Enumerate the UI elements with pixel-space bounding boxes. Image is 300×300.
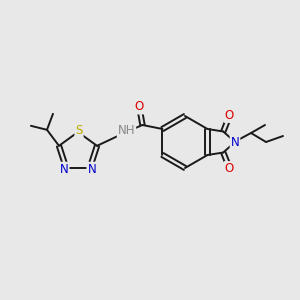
Text: O: O bbox=[225, 162, 234, 175]
Text: S: S bbox=[75, 124, 83, 137]
Text: NH: NH bbox=[118, 124, 135, 137]
Text: N: N bbox=[60, 163, 69, 176]
Text: O: O bbox=[135, 100, 144, 113]
Text: N: N bbox=[87, 163, 96, 176]
Text: N: N bbox=[231, 136, 239, 148]
Text: O: O bbox=[225, 109, 234, 122]
